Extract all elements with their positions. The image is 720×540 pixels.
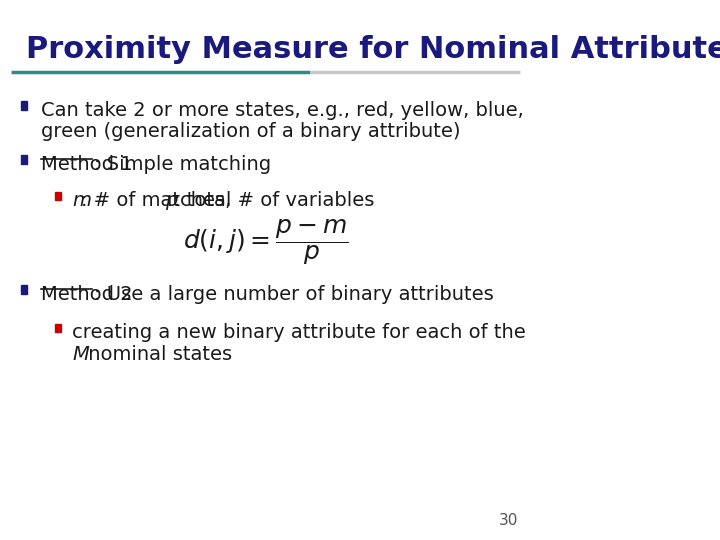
Bar bbox=[21, 101, 27, 110]
Text: : # of matches,: : # of matches, bbox=[81, 191, 238, 210]
Text: green (generalization of a binary attribute): green (generalization of a binary attrib… bbox=[40, 122, 460, 141]
Bar bbox=[21, 155, 27, 164]
Bar bbox=[55, 192, 61, 200]
Bar bbox=[21, 285, 27, 294]
Text: Can take 2 or more states, e.g., red, yellow, blue,: Can take 2 or more states, e.g., red, ye… bbox=[40, 101, 523, 120]
Bar bbox=[55, 324, 61, 332]
Text: $d(i,j)=\dfrac{p-m}{p}$: $d(i,j)=\dfrac{p-m}{p}$ bbox=[183, 217, 348, 267]
Text: : Simple matching: : Simple matching bbox=[94, 155, 271, 174]
Text: 30: 30 bbox=[499, 513, 518, 528]
Text: : total # of variables: : total # of variables bbox=[174, 191, 374, 210]
Text: Method 2: Method 2 bbox=[40, 285, 132, 304]
Text: Method 1: Method 1 bbox=[40, 155, 132, 174]
Text: nominal states: nominal states bbox=[82, 345, 232, 364]
Text: M: M bbox=[72, 345, 89, 364]
Text: Proximity Measure for Nominal Attributes: Proximity Measure for Nominal Attributes bbox=[26, 35, 720, 64]
Text: m: m bbox=[72, 191, 91, 210]
Text: p: p bbox=[165, 191, 178, 210]
Text: creating a new binary attribute for each of the: creating a new binary attribute for each… bbox=[72, 323, 526, 342]
Text: : Use a large number of binary attributes: : Use a large number of binary attribute… bbox=[94, 285, 493, 304]
